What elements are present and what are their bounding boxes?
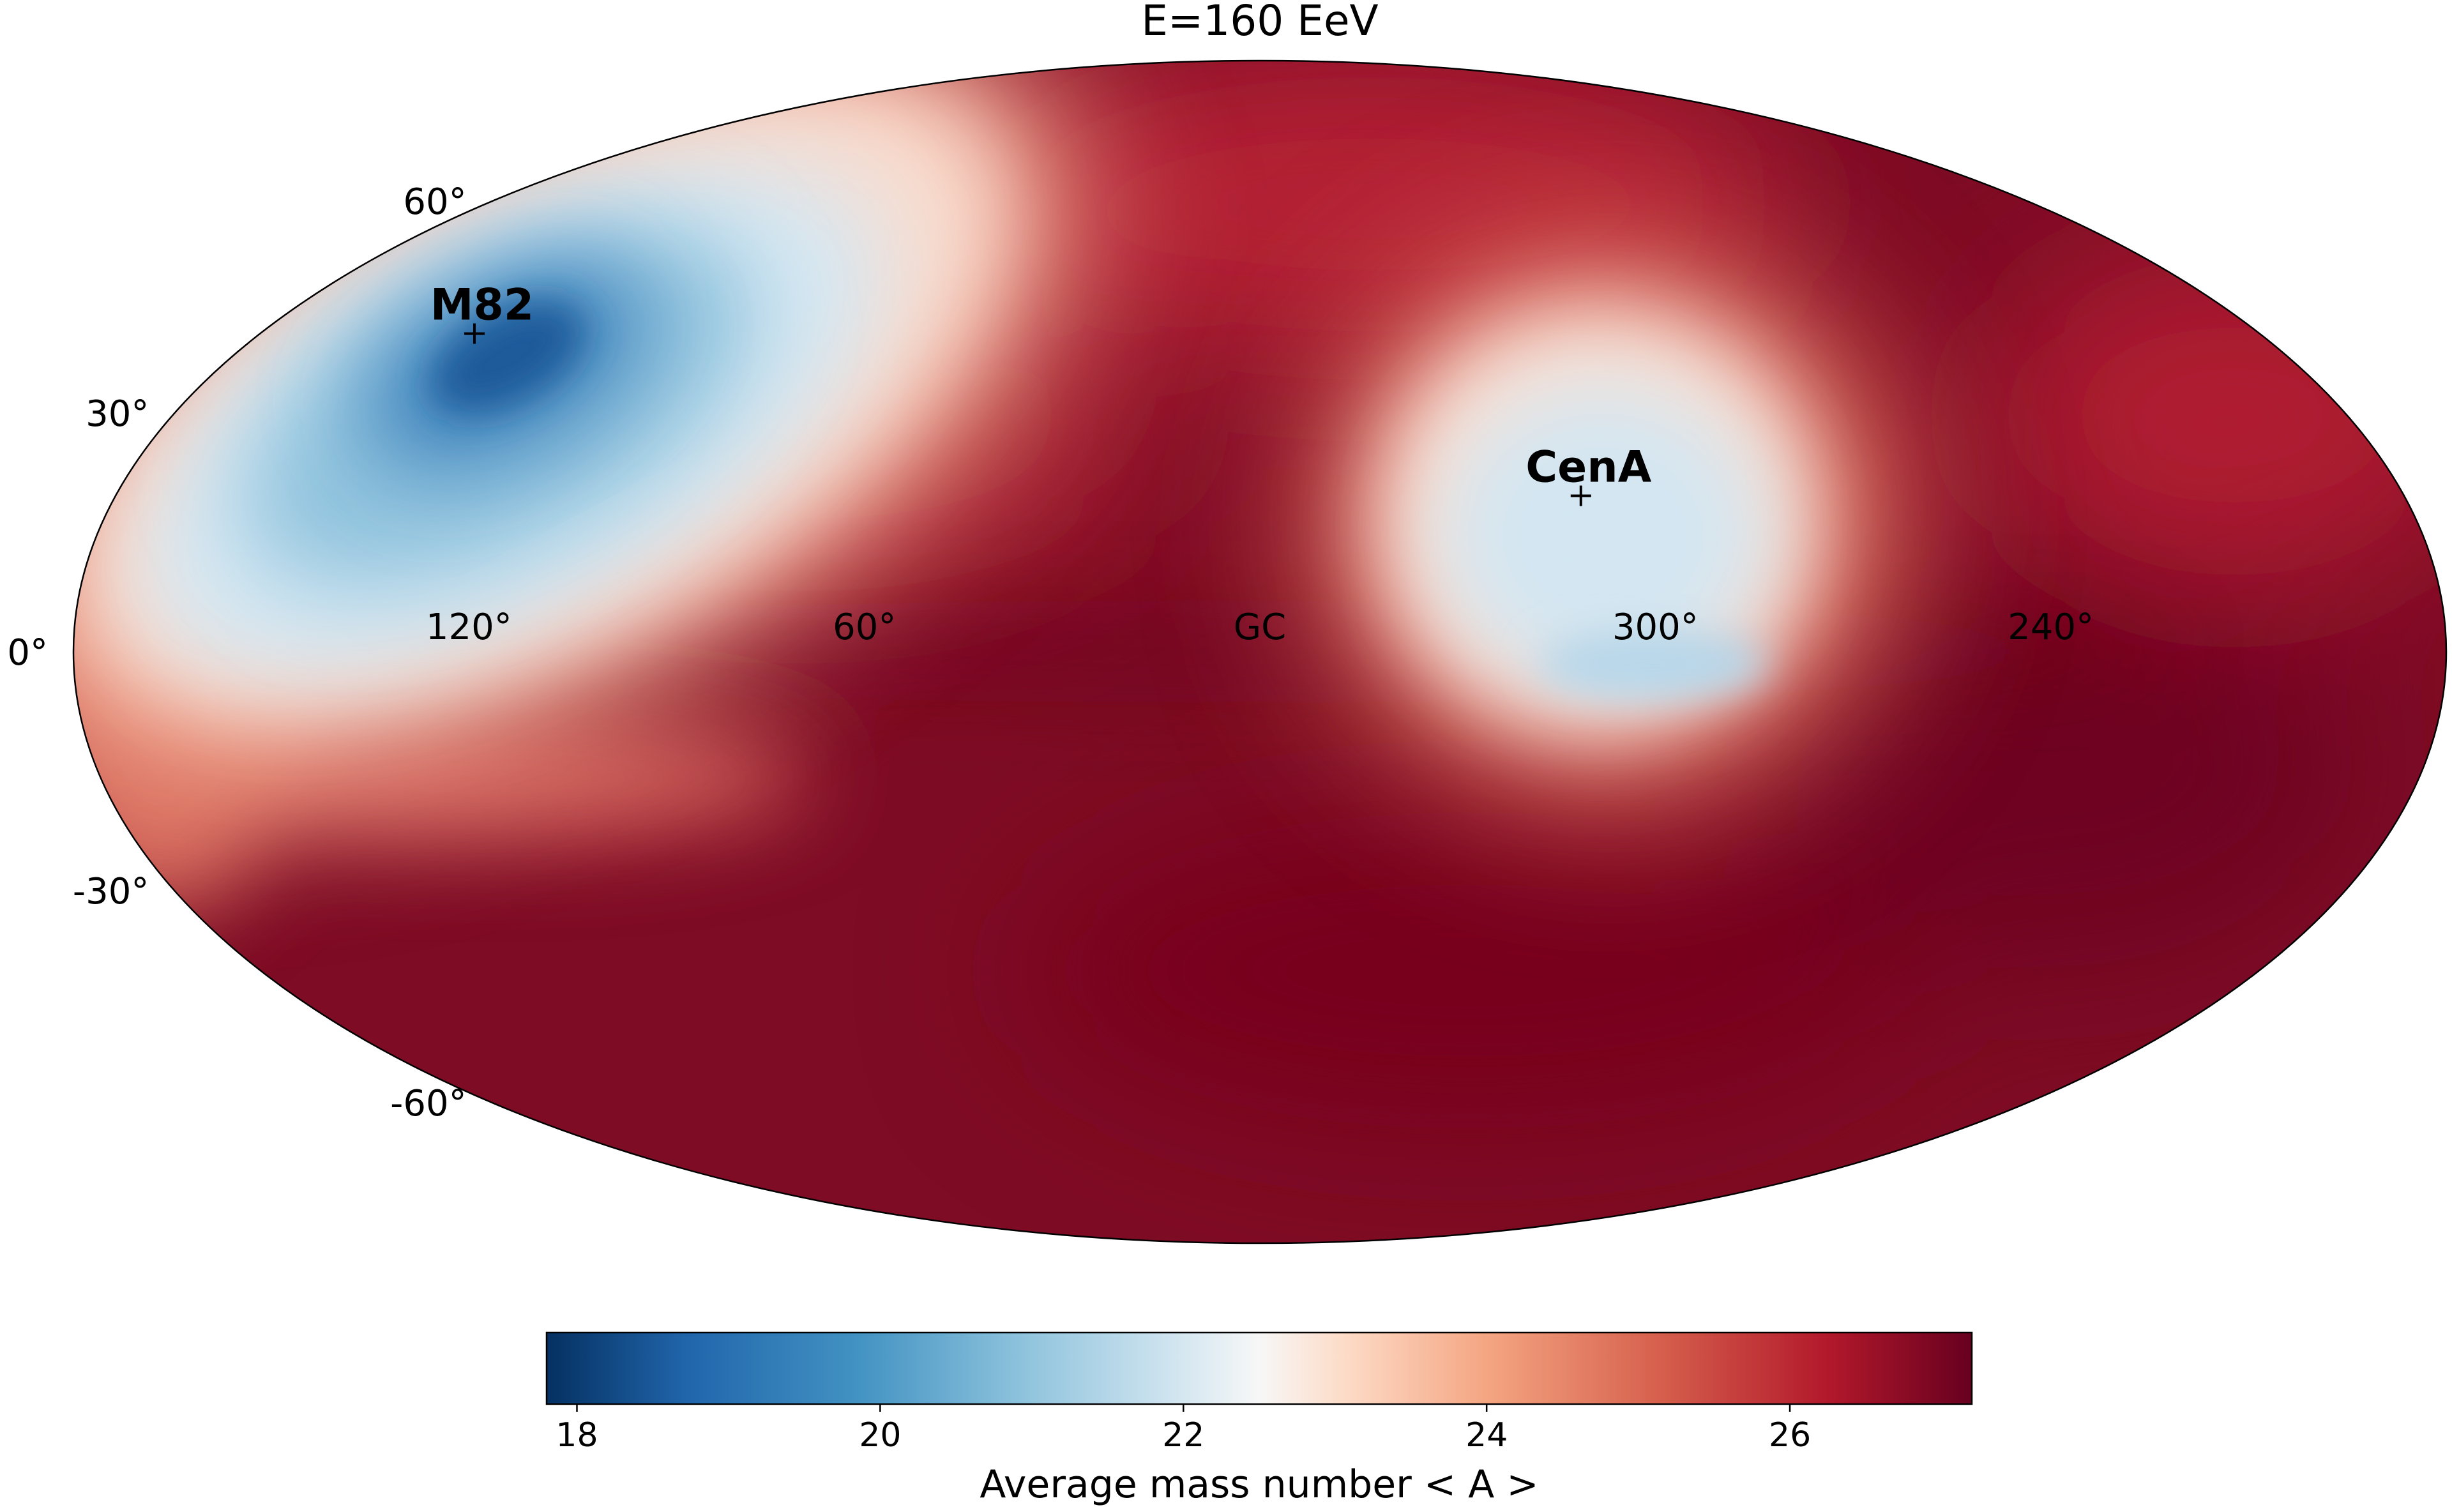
source-markers: M82 CenA: [430, 280, 1652, 506]
colorbar-ticks: 18 20 22 24 26: [556, 1404, 1811, 1455]
latitude-label: -30°: [73, 871, 149, 912]
colorbar-gradient: [545, 1331, 1973, 1405]
latitude-label: 0°: [7, 632, 48, 674]
colorbar-tick-label: 26: [1769, 1416, 1811, 1455]
sky-map: [73, 61, 2446, 1243]
longitude-label: 120°: [426, 607, 512, 648]
longitude-label: 300°: [1612, 607, 1699, 648]
longitude-label: 60°: [833, 607, 896, 648]
map-outline: [72, 59, 2448, 1244]
latitude-label: 30°: [86, 393, 149, 435]
colorbar: 18 20 22 24 26 Average mass number < A >: [545, 1331, 1973, 1507]
longitude-label: 240°: [2008, 607, 2094, 648]
longitude-label: GC: [1234, 607, 1287, 648]
source-label-cena: CenA: [1525, 442, 1651, 493]
chart-title: E=160 EeV: [1141, 0, 1378, 45]
source-marker-m82: [464, 323, 485, 344]
latitude-label: 60°: [403, 181, 466, 223]
colorbar-tick-label: 18: [556, 1416, 598, 1455]
longitude-labels: 120° 60° GC 300° 240°: [426, 607, 2094, 648]
source-marker-cena: [1570, 485, 1591, 506]
colorbar-tick-label: 24: [1465, 1416, 1508, 1455]
colorbar-tick-label: 20: [859, 1416, 901, 1455]
colorbar-label: Average mass number < A >: [980, 1462, 1538, 1507]
source-label-m82: M82: [430, 280, 534, 330]
latitude-labels: 60° 30° 0° -30° -60°: [7, 181, 466, 1124]
latitude-label: -60°: [390, 1083, 466, 1124]
colorbar-tick-label: 22: [1162, 1416, 1204, 1455]
